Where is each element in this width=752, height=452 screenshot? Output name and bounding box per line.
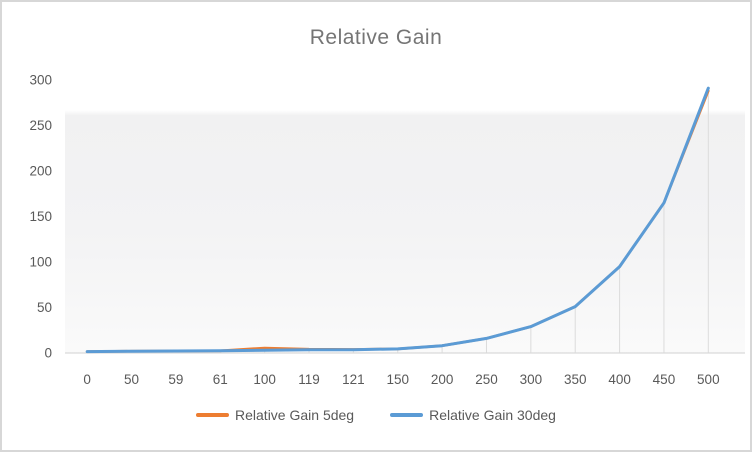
x-axis-tick-label: 119 xyxy=(298,372,320,387)
legend-label-30deg: Relative Gain 30deg xyxy=(429,407,556,423)
x-axis-tick-label: 350 xyxy=(564,372,587,387)
x-axis-tick-label: 500 xyxy=(697,372,720,387)
y-axis-tick-label: 50 xyxy=(37,300,52,315)
x-axis-tick-label: 50 xyxy=(124,372,139,387)
x-axis-tick-label: 250 xyxy=(475,372,498,387)
y-axis-tick-label: 100 xyxy=(29,255,52,270)
x-axis-tick-label: 59 xyxy=(168,372,183,387)
y-axis-tick-label: 200 xyxy=(29,164,52,179)
x-axis-tick-label: 300 xyxy=(520,372,543,387)
x-axis-tick-label: 121 xyxy=(342,372,365,387)
x-axis-tick-label: 100 xyxy=(253,372,276,387)
x-axis-tick-label: 400 xyxy=(608,372,631,387)
y-axis-tick-label: 300 xyxy=(29,73,52,88)
legend-label-5deg: Relative Gain 5deg xyxy=(235,407,355,423)
legend-item-relative-gain-30deg[interactable]: Relative Gain 30deg xyxy=(390,407,556,423)
legend-item-relative-gain-5deg[interactable]: Relative Gain 5deg xyxy=(196,407,354,423)
x-axis-tick-label: 0 xyxy=(83,372,91,387)
x-axis-tick-label: 450 xyxy=(653,372,676,387)
chart-title: Relative Gain xyxy=(309,26,443,49)
legend-swatch-30deg-line-icon xyxy=(390,413,424,417)
x-axis-tick-label: 150 xyxy=(386,372,409,387)
chart-legend: Relative Gain 5deg Relative Gain 30deg xyxy=(2,407,750,423)
x-axis-tick-label: 61 xyxy=(213,372,228,387)
y-axis-tick-label: 250 xyxy=(29,118,52,133)
y-axis-tick-label: 0 xyxy=(44,346,52,361)
series-line-relative-gain-30deg[interactable] xyxy=(85,86,710,354)
x-axis-tick-label: 200 xyxy=(431,372,454,387)
legend-swatch-5deg-line-icon xyxy=(196,413,230,417)
plot-background xyxy=(65,80,745,353)
y-axis-tick-label: 150 xyxy=(29,209,52,224)
